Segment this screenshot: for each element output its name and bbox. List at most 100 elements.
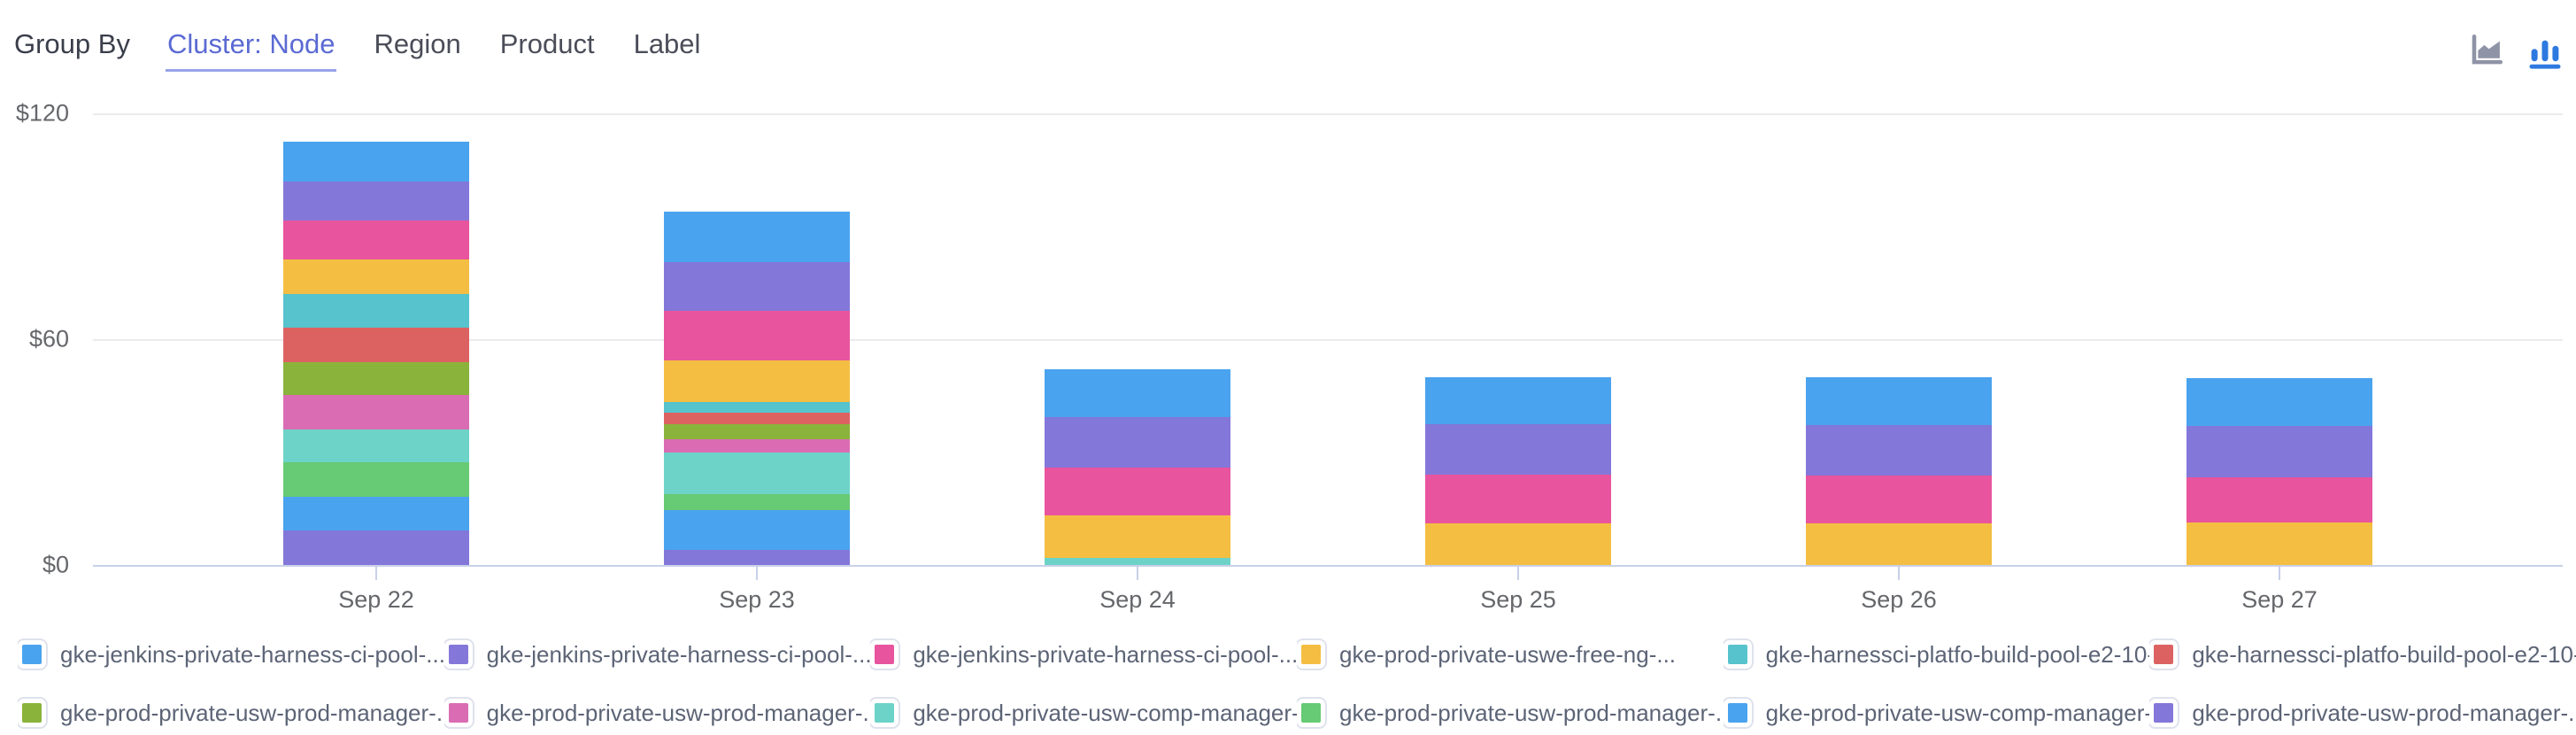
bar-segment[interactable]	[664, 401, 850, 413]
bar-segment[interactable]	[283, 530, 469, 565]
legend-swatch	[870, 699, 899, 727]
bar-segment[interactable]	[1425, 474, 1611, 523]
bar-segment[interactable]	[664, 424, 850, 439]
bar-sep-27[interactable]	[2187, 377, 2372, 565]
legend-item[interactable]: gke-jenkins-private-harness-ci-pool-...	[443, 634, 871, 675]
x-axis-tick	[2279, 565, 2280, 580]
legend-item[interactable]: gke-prod-private-usw-prod-manager-...	[1296, 692, 1724, 733]
legend-swatch	[18, 640, 46, 669]
bar-segment[interactable]	[1425, 424, 1611, 475]
plot-area: Sep 22 Sep 23 Sep 24 Sep 25 Sep 26 Sep 27	[93, 113, 2563, 613]
legend-swatch	[2149, 699, 2179, 727]
bar-segment[interactable]	[2187, 476, 2372, 523]
bar-segment[interactable]	[1045, 557, 1230, 566]
group-by-header: Group By Cluster: Node Region Product La…	[14, 23, 702, 72]
gridline-60	[93, 339, 2563, 341]
tab-product[interactable]: Product	[499, 28, 595, 59]
bar-segment[interactable]	[1806, 475, 1992, 523]
tab-label[interactable]: Label	[633, 28, 701, 59]
bar-segment[interactable]	[283, 181, 469, 220]
x-axis-tick	[1517, 565, 1519, 580]
bar-segment[interactable]	[1425, 376, 1611, 425]
bar-segment[interactable]	[664, 360, 850, 402]
bar-sep-24[interactable]	[1045, 369, 1230, 566]
legend-swatch	[1723, 640, 1752, 669]
legend-label: gke-jenkins-private-harness-ci-pool-...	[486, 640, 871, 668]
gridline-120	[93, 113, 2563, 115]
bar-segment[interactable]	[283, 259, 469, 294]
y-axis-label-60: $60	[28, 325, 69, 352]
x-axis-tick	[1898, 565, 1900, 580]
bar-segment[interactable]	[664, 550, 850, 565]
y-axis-label-120: $120	[15, 99, 69, 127]
legend-label: gke-prod-private-usw-prod-manager-...	[60, 699, 444, 726]
y-axis-label-0: $0	[42, 551, 69, 578]
bar-segment[interactable]	[2187, 522, 2372, 565]
legend-item[interactable]: gke-prod-private-usw-prod-manager-...	[2149, 692, 2576, 733]
bar-segment[interactable]	[2187, 426, 2372, 477]
bar-sep-25[interactable]	[1425, 376, 1611, 565]
legend-label: gke-prod-private-usw-prod-manager-...	[1338, 699, 1724, 726]
legend-label: gke-jenkins-private-harness-ci-pool-...	[60, 640, 444, 668]
x-axis-tick	[375, 565, 377, 580]
tab-cluster-node[interactable]: Cluster: Node	[165, 23, 337, 72]
bar-chart-icon[interactable]	[2526, 32, 2564, 69]
legend-label: gke-prod-private-usw-comp-manager-...	[1765, 699, 2150, 726]
legend-item[interactable]: gke-prod-private-usw-comp-manager-...	[870, 692, 1297, 733]
bar-segment[interactable]	[283, 462, 469, 498]
group-by-tabs: Cluster: Node Region Product Label	[165, 23, 702, 72]
area-chart-icon[interactable]	[2468, 32, 2505, 69]
legend-swatch	[18, 699, 46, 727]
legend-item[interactable]: gke-harnessci-platfo-build-pool-e2-10-..…	[1723, 634, 2149, 675]
bar-sep-26[interactable]	[1806, 377, 1992, 565]
legend-item[interactable]: gke-prod-private-usw-comp-manager-...	[1723, 692, 2150, 733]
bar-segment[interactable]	[664, 494, 850, 510]
legend-item[interactable]: gke-prod-private-usw-prod-manager-...	[443, 692, 871, 733]
bar-segment[interactable]	[283, 327, 469, 362]
bar-segment[interactable]	[664, 310, 850, 360]
bar-segment[interactable]	[1806, 522, 1992, 565]
legend-label: gke-prod-private-usw-comp-manager-...	[913, 699, 1297, 726]
legend-swatch	[1296, 640, 1325, 669]
x-axis-label: Sep 24	[1099, 586, 1176, 613]
bar-segment[interactable]	[1425, 522, 1611, 565]
bar-segment[interactable]	[1806, 377, 1992, 425]
legend-item[interactable]: gke-prod-private-usw-prod-manager-...	[18, 692, 444, 733]
bar-segment[interactable]	[664, 509, 850, 550]
bar-segment[interactable]	[283, 220, 469, 260]
bar-segment[interactable]	[664, 261, 850, 311]
legend-label: gke-jenkins-private-harness-ci-pool-...	[913, 640, 1297, 668]
bar-segment[interactable]	[1045, 417, 1230, 468]
bar-segment[interactable]	[664, 453, 850, 495]
legend-item[interactable]: gke-jenkins-private-harness-ci-pool-...	[870, 634, 1297, 675]
bar-sep-22[interactable]	[283, 141, 469, 565]
legend-swatch	[443, 640, 473, 669]
x-axis-tick	[1137, 565, 1138, 580]
legend-item[interactable]: gke-jenkins-private-harness-ci-pool-...	[18, 634, 444, 675]
legend: gke-jenkins-private-harness-ci-pool-... g…	[18, 634, 2576, 733]
bar-segment[interactable]	[664, 438, 850, 453]
legend-swatch	[2149, 640, 2179, 669]
bar-segment[interactable]	[1045, 369, 1230, 418]
bar-segment[interactable]	[283, 361, 469, 396]
bar-segment[interactable]	[283, 429, 469, 463]
bar-segment[interactable]	[1045, 467, 1230, 515]
x-axis-label: Sep 25	[1480, 586, 1556, 613]
bar-sep-23[interactable]	[664, 211, 850, 565]
bar-segment[interactable]	[2187, 377, 2372, 427]
bar-segment[interactable]	[664, 211, 850, 262]
bar-segment[interactable]	[283, 294, 469, 328]
legend-item[interactable]: gke-harnessci-platfo-build-pool-e2-10-..…	[2149, 634, 2576, 675]
bar-segment[interactable]	[283, 497, 469, 530]
bar-segment[interactable]	[664, 412, 850, 425]
bar-segment[interactable]	[283, 141, 469, 182]
bar-segment[interactable]	[1045, 514, 1230, 558]
x-axis-label: Sep 23	[719, 586, 795, 613]
bar-segment[interactable]	[283, 395, 469, 429]
bar-segment[interactable]	[1806, 424, 1992, 476]
tab-region[interactable]: Region	[374, 28, 461, 59]
legend-label: gke-prod-private-usw-prod-manager-...	[486, 699, 871, 726]
legend-label: gke-prod-private-usw-prod-manager-...	[2192, 699, 2576, 726]
legend-item[interactable]: gke-prod-private-uswe-free-ng-...	[1296, 634, 1724, 675]
